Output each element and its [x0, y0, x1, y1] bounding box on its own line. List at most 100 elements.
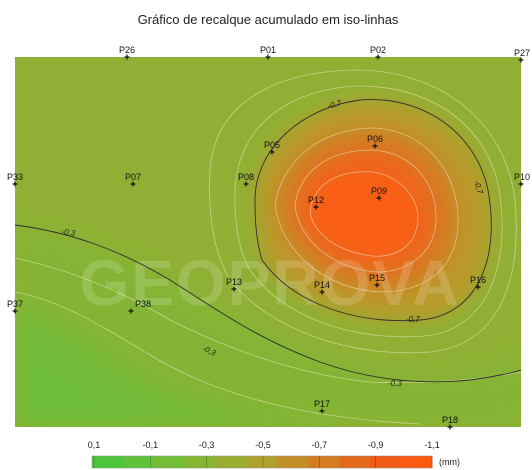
measurement-point: P07: [125, 172, 141, 187]
colorbar-swatch: [308, 456, 340, 468]
isoline-label: -0,7: [327, 98, 343, 110]
point-label: P18: [442, 415, 458, 425]
measurement-points: P26 P01 P02 P27 P05 P06 P33 P07 P08 P12 P09 P10 P13 P…: [7, 45, 530, 430]
measurement-point: P08: [238, 172, 254, 187]
point-label: P13: [226, 277, 242, 287]
point-marker: [269, 149, 275, 155]
point-marker: [475, 284, 481, 290]
point-marker: [374, 282, 380, 288]
measurement-point: P14: [314, 280, 330, 295]
thin-contour-line: [15, 291, 421, 425]
measurement-point: P37: [7, 299, 23, 314]
point-marker: [231, 286, 237, 292]
point-marker: [518, 181, 524, 187]
point-marker: [375, 54, 381, 60]
colorbar-tick: -0,1: [143, 440, 159, 450]
colorbar-tick: -0,5: [255, 440, 271, 450]
watermark-layer: GEOPROVA: [79, 247, 458, 319]
colorbar-swatch: [401, 456, 433, 468]
measurement-point: P02: [370, 45, 386, 60]
point-label: P06: [367, 134, 383, 144]
point-marker: [319, 408, 325, 414]
colorbar-swatch: [215, 456, 247, 468]
contour-fill-10: [310, 171, 418, 257]
isoline-03: [15, 224, 521, 383]
colorbar-tick: -1,1: [424, 440, 440, 450]
isoline-07: [254, 99, 492, 322]
contour-fill-left-mid: [15, 225, 521, 427]
point-marker: [376, 195, 382, 201]
point-marker: [313, 204, 319, 210]
point-label: P14: [314, 280, 330, 290]
colorbar-tick: 0,1: [88, 440, 101, 450]
colorbar-tick: -0,7: [312, 440, 328, 450]
measurement-point: P27: [514, 48, 530, 63]
colorbar-swatch: [246, 456, 278, 468]
point-marker: [518, 57, 524, 63]
measurement-point: P09: [371, 186, 387, 201]
colorbar-frame: [91, 455, 433, 469]
point-label: P09: [371, 186, 387, 196]
point-label: P08: [238, 172, 254, 182]
measurement-point: P26: [119, 45, 135, 60]
colorbar-legend: 0,1 -0,1 -0,3 -0,5 -0,7 -0,9 -1,1 (mm): [88, 440, 460, 469]
measurement-point: P38: [128, 299, 151, 314]
point-label: P16: [470, 275, 486, 285]
measurement-point: P18: [442, 415, 458, 430]
point-label: P27: [514, 48, 530, 58]
plot-area: GEOPROVA -0,3 -0,3 -0,3 -0,7 -0,7 -0,7: [15, 57, 521, 427]
point-marker: [12, 308, 18, 314]
major-isolines: [15, 99, 521, 383]
point-marker: [12, 181, 18, 187]
point-label: P02: [370, 45, 386, 55]
point-label: P38: [135, 299, 151, 309]
colorbar-swatch: [122, 456, 155, 468]
thin-contour-line: [309, 171, 419, 257]
point-label: P05: [264, 140, 280, 150]
colorbar-swatch: [184, 456, 217, 468]
thin-contour-lines: [15, 69, 521, 425]
point-label: P26: [119, 45, 135, 55]
measurement-point: P10: [514, 172, 530, 187]
thin-contour-line: [15, 257, 521, 384]
measurement-point: P17: [314, 399, 330, 414]
point-label: P12: [308, 195, 324, 205]
measurement-point: P33: [7, 172, 23, 187]
point-marker: [243, 181, 249, 187]
isoline-label: -0,3: [61, 227, 76, 238]
colorbar-swatches: [91, 455, 433, 469]
thin-contour-line: [234, 85, 503, 338]
point-marker: [319, 289, 325, 295]
thin-contour-line: [209, 69, 517, 354]
colorbar-swatch: [277, 456, 309, 468]
colorbar-swatch: [370, 456, 402, 468]
chart-title: Gráfico de recalque acumulado em iso-lin…: [138, 12, 399, 27]
point-label: P17: [314, 399, 330, 409]
measurement-point: P06: [367, 134, 383, 149]
colorbar-tick: -0,3: [199, 440, 215, 450]
point-label: P15: [369, 273, 385, 283]
measurement-point: P13: [226, 277, 242, 292]
isoline-label: -0,3: [388, 379, 402, 388]
point-label: P33: [7, 172, 23, 182]
colorbar-unit: (mm): [439, 457, 460, 467]
thin-contour-line: [294, 149, 437, 273]
isoline-label: -0,7: [406, 315, 420, 324]
measurement-point: P05: [264, 140, 280, 155]
point-label: P07: [125, 172, 141, 182]
measurement-point: P15: [369, 273, 385, 288]
point-marker: [128, 308, 134, 314]
point-label: P01: [260, 45, 276, 55]
colorbar-swatch: [339, 456, 371, 468]
measurement-point: P16: [470, 275, 486, 290]
measurement-point: P01: [260, 45, 276, 60]
thin-contour-line: [274, 127, 459, 293]
colorbar-swatch: [92, 456, 124, 468]
point-marker: [130, 181, 136, 187]
isoline-label: -0,7: [472, 179, 485, 195]
colorbar-swatch: [153, 456, 186, 468]
point-marker: [372, 143, 378, 149]
colorbar-tick: -0,9: [368, 440, 384, 450]
point-label: P10: [514, 172, 530, 182]
